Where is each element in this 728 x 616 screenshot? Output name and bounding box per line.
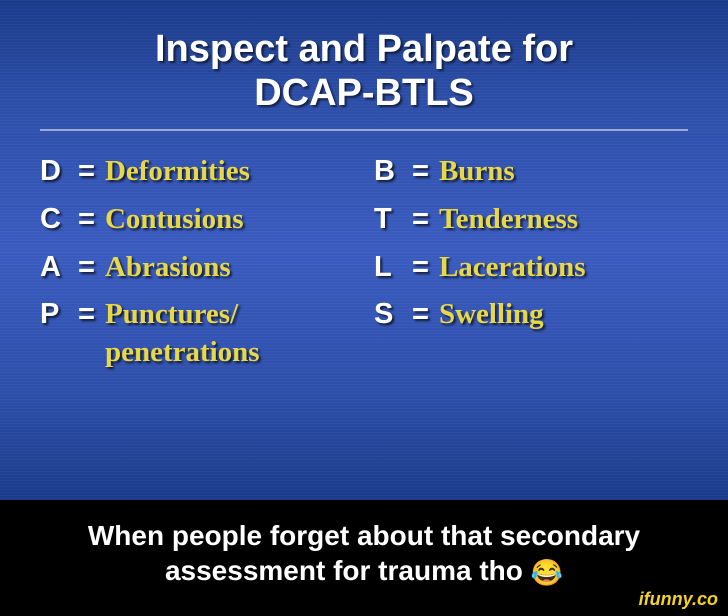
term: Tenderness: [439, 201, 578, 239]
list-item: B = Burns: [374, 153, 688, 191]
list-item: C = Contusions: [40, 201, 354, 239]
equals: =: [412, 201, 429, 239]
left-column: D = Deformities C = Contusions A = Abras…: [40, 153, 354, 381]
list-item: T = Tenderness: [374, 201, 688, 239]
right-column: B = Burns T = Tenderness L = Lacerations…: [374, 153, 688, 381]
mnemonic-columns: D = Deformities C = Contusions A = Abras…: [40, 153, 688, 381]
letter: L: [374, 249, 406, 287]
letter: C: [40, 201, 72, 239]
term: Burns: [439, 153, 515, 191]
list-item: D = Deformities: [40, 153, 354, 191]
laugh-emoji: 😂: [531, 557, 563, 587]
equals: =: [78, 201, 95, 239]
watermark: ifunny.co: [639, 589, 718, 610]
equals: =: [78, 153, 95, 191]
term: Contusions: [105, 201, 244, 239]
equals: =: [412, 153, 429, 191]
title-line-1: Inspect and Palpate for: [155, 28, 573, 70]
slide-title: Inspect and Palpate for DCAP-BTLS: [40, 28, 688, 131]
letter: S: [374, 296, 406, 334]
letter: B: [374, 153, 406, 191]
caption-bar: When people forget about that secondary …: [0, 500, 728, 599]
slide: Inspect and Palpate for DCAP-BTLS D = De…: [0, 0, 728, 500]
equals: =: [78, 296, 95, 334]
equals: =: [412, 249, 429, 287]
title-line-2: DCAP-BTLS: [254, 72, 474, 114]
equals: =: [78, 249, 95, 287]
letter: T: [374, 201, 406, 239]
list-item: S = Swelling: [374, 296, 688, 334]
letter: P: [40, 296, 72, 334]
list-item: P = Punctures/ penetrations: [40, 296, 354, 371]
term: Punctures/ penetrations: [105, 296, 354, 371]
letter: A: [40, 249, 72, 287]
term: Abrasions: [105, 249, 231, 287]
list-item: L = Lacerations: [374, 249, 688, 287]
term: Swelling: [439, 296, 544, 334]
meme-container: Inspect and Palpate for DCAP-BTLS D = De…: [0, 0, 728, 616]
term: Deformities: [105, 153, 250, 191]
list-item: A = Abrasions: [40, 249, 354, 287]
letter: D: [40, 153, 72, 191]
term: Lacerations: [439, 249, 586, 287]
equals: =: [412, 296, 429, 334]
